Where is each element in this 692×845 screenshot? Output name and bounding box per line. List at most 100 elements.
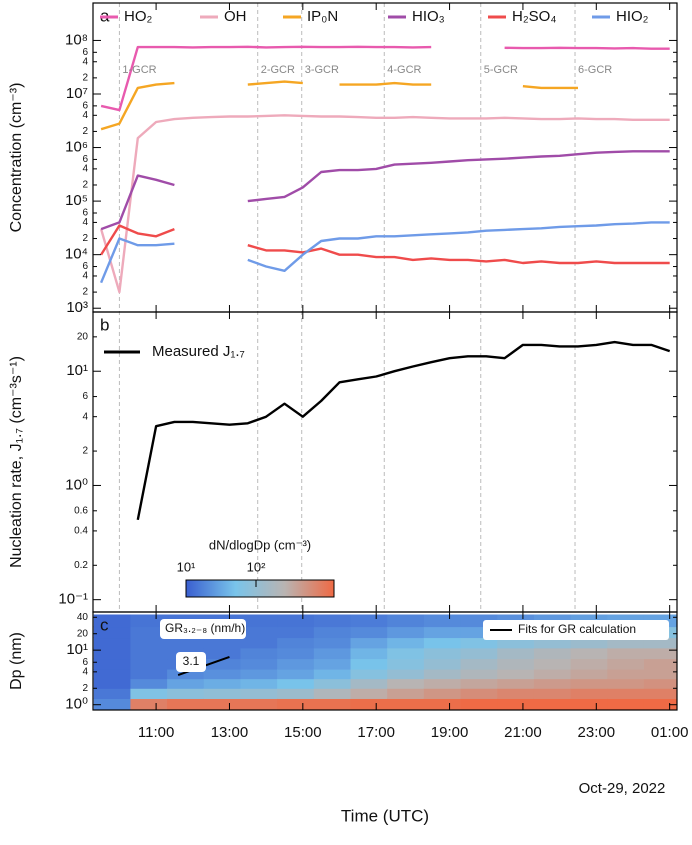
plot-area	[99, 45, 670, 294]
heatmap-cell	[387, 658, 425, 670]
legend-label: H₂SO₄	[512, 8, 556, 25]
y-tick-label: 2	[82, 446, 88, 457]
gr-value-box	[176, 652, 206, 672]
heatmap-cell	[387, 698, 425, 710]
y-tick-label: 10¹	[66, 641, 88, 658]
x-tick-label: 13:00	[211, 724, 249, 741]
heatmap-cell	[570, 669, 608, 680]
heatmap-cell	[350, 678, 388, 689]
event-label: 6-GCR	[578, 64, 612, 76]
heatmap-cell	[93, 658, 131, 670]
heatmap-cell	[570, 688, 608, 699]
y-tick-label: 6	[82, 208, 88, 219]
x-tick-label: 23:00	[578, 724, 616, 741]
heatmap-cell	[460, 688, 498, 699]
heatmap-cell	[350, 614, 388, 628]
y-tick-label: 10⁴	[65, 246, 88, 263]
series-line	[99, 114, 670, 294]
y-tick-label: 4	[82, 666, 88, 677]
heatmap-cell	[277, 669, 315, 680]
x-tick-label: 01:00	[651, 724, 689, 741]
heatmap-cell	[167, 678, 205, 689]
heatmap-cell	[313, 614, 352, 628]
y-tick-label: 2	[82, 287, 88, 298]
heatmap-cell	[130, 678, 168, 689]
event-label: 5-GCR	[484, 64, 518, 76]
heatmap-cell	[313, 688, 352, 699]
event-label: 1-GCR	[122, 64, 156, 76]
heatmap-cell	[460, 678, 498, 689]
heatmap-cell	[533, 669, 572, 680]
x-tick-label: 15:00	[284, 724, 322, 741]
heatmap-cell	[93, 669, 131, 680]
heatmap-cell	[277, 688, 315, 699]
heatmap-cell	[93, 698, 131, 710]
heatmap-cell	[387, 647, 425, 660]
heatmap-cell	[130, 647, 168, 660]
heatmap-cell	[130, 658, 168, 670]
heatmap-cell	[203, 637, 241, 649]
series-line	[100, 80, 578, 131]
heatmap-cell	[643, 669, 677, 680]
heatmap-cell	[570, 678, 608, 689]
legend-label: Measured J₁.₇	[152, 343, 245, 360]
y-tick-label: 10⁷	[66, 85, 88, 102]
heatmap-cell	[130, 688, 168, 699]
event-label: 4-GCR	[387, 64, 421, 76]
y-tick-label: 4	[82, 56, 88, 67]
y-tick-label: 20	[77, 628, 89, 639]
heatmap-cell	[313, 698, 352, 710]
y-tick-label: 2	[82, 233, 88, 244]
panel-frame	[92, 2, 678, 313]
heatmap-cell	[240, 678, 278, 689]
heatmap-cell	[313, 626, 352, 639]
series-line	[100, 224, 670, 265]
heatmap-cell	[313, 658, 352, 670]
y-tick-label: 10⁶	[65, 139, 88, 156]
heatmap-cell	[203, 678, 241, 689]
heatmap-cell	[607, 698, 645, 710]
heatmap-cell	[387, 626, 425, 639]
heatmap-cell	[277, 637, 315, 649]
event-label: 3-GCR	[305, 64, 339, 76]
heatmap-cell	[533, 658, 572, 670]
fit-legend-box	[483, 620, 669, 640]
heatmap-cell	[423, 614, 462, 628]
heatmap-cell	[460, 658, 498, 670]
heatmap-cell	[570, 647, 608, 660]
heatmap-cell	[533, 647, 572, 660]
heatmap-cell	[240, 614, 278, 628]
y-tick-label: 20	[77, 331, 89, 342]
heatmap-cell	[313, 678, 352, 689]
plot-area	[136, 340, 671, 521]
heatmap-cell	[167, 669, 205, 680]
panel-label: b	[100, 315, 109, 334]
heatmap-cell	[423, 637, 462, 649]
heatmap-cell	[93, 678, 131, 689]
y-tick-label: 6	[82, 101, 88, 112]
y-tick-label: 10¹	[66, 362, 88, 379]
heatmap-cell	[240, 626, 278, 639]
heatmap-cell	[277, 678, 315, 689]
y-tick-label: 4	[82, 164, 88, 175]
heatmap-cell	[203, 688, 241, 699]
x-tick-label: 17:00	[357, 724, 395, 741]
heatmap-cell	[387, 688, 425, 699]
heatmap-cell	[130, 698, 168, 710]
heatmap-cell	[350, 688, 388, 699]
heatmap-cell	[203, 658, 241, 670]
gr-label: GR₃.₂₋₈ (nm/h)	[165, 621, 245, 635]
gr-label-box	[160, 619, 246, 639]
heatmap-cell	[240, 647, 278, 660]
heatmap-cell	[497, 669, 535, 680]
heatmap-cell	[277, 647, 315, 660]
heatmap-cell	[240, 688, 278, 699]
heatmap-cell	[240, 669, 278, 680]
heatmap-cell	[643, 698, 677, 710]
event-label: 2-GCR	[261, 64, 295, 76]
heatmap-cell	[460, 698, 498, 710]
x-tick-label: 21:00	[504, 724, 542, 741]
y-tick-label: 6	[82, 391, 88, 402]
y-tick-label: 2	[82, 180, 88, 191]
heatmap-cell	[423, 678, 462, 689]
